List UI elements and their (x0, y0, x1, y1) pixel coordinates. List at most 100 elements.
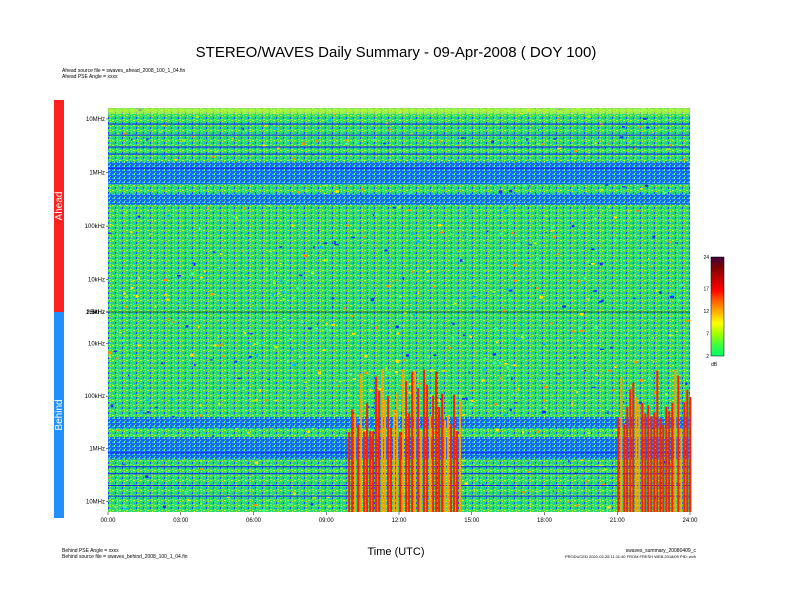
noise-speck (237, 377, 242, 379)
noise-speck (354, 151, 357, 155)
noise-speck (612, 389, 616, 391)
noise-speck (521, 307, 523, 309)
colorbar-tick-label: 7 (706, 332, 709, 338)
emission-stripe (402, 369, 405, 512)
noise-speck (462, 234, 466, 237)
noise-speck (335, 187, 338, 189)
noise-speck (138, 341, 140, 343)
noise-speck (182, 299, 185, 301)
noise-speck (277, 352, 279, 355)
noise-speck (184, 310, 187, 312)
noise-speck (545, 232, 547, 234)
noise-speck (535, 257, 539, 261)
noise-speck (535, 491, 539, 493)
noise-speck (529, 185, 531, 187)
noise-speck (503, 209, 507, 213)
noise-speck (416, 240, 420, 243)
noise-speck (145, 475, 149, 479)
noise-speck (385, 122, 389, 125)
emission-stripe (450, 424, 453, 512)
noise-speck (118, 402, 120, 406)
noise-speck (214, 151, 218, 153)
noise-speck (552, 235, 555, 239)
noise-speck (459, 270, 462, 272)
noise-speck (236, 217, 238, 220)
noise-speck (146, 214, 149, 217)
noise-speck (633, 361, 637, 364)
chart-title: STEREO/WAVES Daily Summary - 09-Apr-2008… (195, 44, 597, 61)
noise-speck (513, 392, 515, 395)
noise-speck (317, 372, 321, 375)
noise-speck (251, 399, 256, 402)
noise-speck (327, 473, 329, 476)
noise-speck (495, 121, 498, 124)
noise-speck (468, 370, 470, 374)
noise-speck (556, 339, 559, 342)
noise-speck (108, 232, 112, 235)
noise-speck (652, 131, 655, 133)
noise-speck (530, 460, 532, 462)
noise-speck (551, 226, 555, 229)
noise-speck (125, 296, 128, 298)
noise-speck (438, 323, 442, 325)
noise-speck (533, 242, 537, 245)
noise-speck (570, 149, 574, 153)
noise-speck (297, 189, 299, 191)
noise-speck (378, 388, 383, 391)
noise-speck (346, 224, 349, 226)
noise-speck (536, 430, 540, 434)
noise-speck (308, 346, 310, 348)
y-tick-label: 100kHz (85, 224, 105, 230)
noise-speck (123, 132, 127, 135)
noise-speck (208, 273, 210, 275)
noise-speck (451, 433, 454, 435)
noise-speck (404, 311, 407, 314)
noise-speck (281, 325, 283, 328)
noise-speck (333, 241, 336, 245)
emission-stripe (399, 432, 402, 512)
noise-speck (544, 150, 547, 153)
noise-speck (146, 138, 149, 141)
emission-stripe (665, 406, 668, 512)
noise-speck (521, 491, 525, 494)
noise-speck (556, 373, 561, 375)
noise-speck (318, 193, 320, 195)
emission-stripe (441, 393, 444, 512)
noise-speck (452, 322, 455, 325)
noise-speck (153, 333, 156, 335)
noise-speck (298, 274, 303, 277)
noise-speck (108, 355, 111, 358)
noise-speck (190, 272, 194, 276)
noise-speck (579, 458, 584, 461)
noise-speck (591, 263, 595, 265)
emission-stripe (396, 392, 399, 512)
noise-speck (408, 382, 413, 386)
noise-speck (655, 289, 658, 291)
noise-speck (563, 483, 568, 486)
noise-speck (395, 359, 400, 363)
noise-speck (449, 462, 451, 465)
noise-speck (668, 241, 671, 243)
noise-speck (503, 414, 507, 417)
ahead-pse-angle: Ahead PSE Angle = xxxx (62, 74, 118, 80)
noise-speck (419, 391, 422, 394)
noise-speck (199, 459, 203, 462)
ahead-source-file: Ahead source file = swaves_ahead_2008_10… (62, 68, 186, 74)
noise-speck (411, 315, 413, 317)
noise-speck (275, 399, 278, 402)
noise-speck (175, 278, 177, 280)
production-note: PRODUCED 2020-02-28 11:11:40 FROM FRESH … (564, 554, 696, 559)
noise-speck (482, 369, 486, 371)
noise-speck (383, 142, 386, 145)
noise-speck (199, 227, 201, 230)
noise-speck (614, 366, 617, 368)
noise-speck (249, 343, 252, 345)
noise-speck (307, 387, 310, 390)
emission-stripe (683, 401, 686, 512)
noise-speck (276, 506, 278, 509)
noise-speck (395, 325, 399, 329)
noise-speck (581, 473, 583, 476)
noise-speck (465, 275, 467, 277)
noise-speck (469, 411, 471, 414)
behind-pse-angle: Behind PSE Angle = xxxx (62, 548, 119, 554)
